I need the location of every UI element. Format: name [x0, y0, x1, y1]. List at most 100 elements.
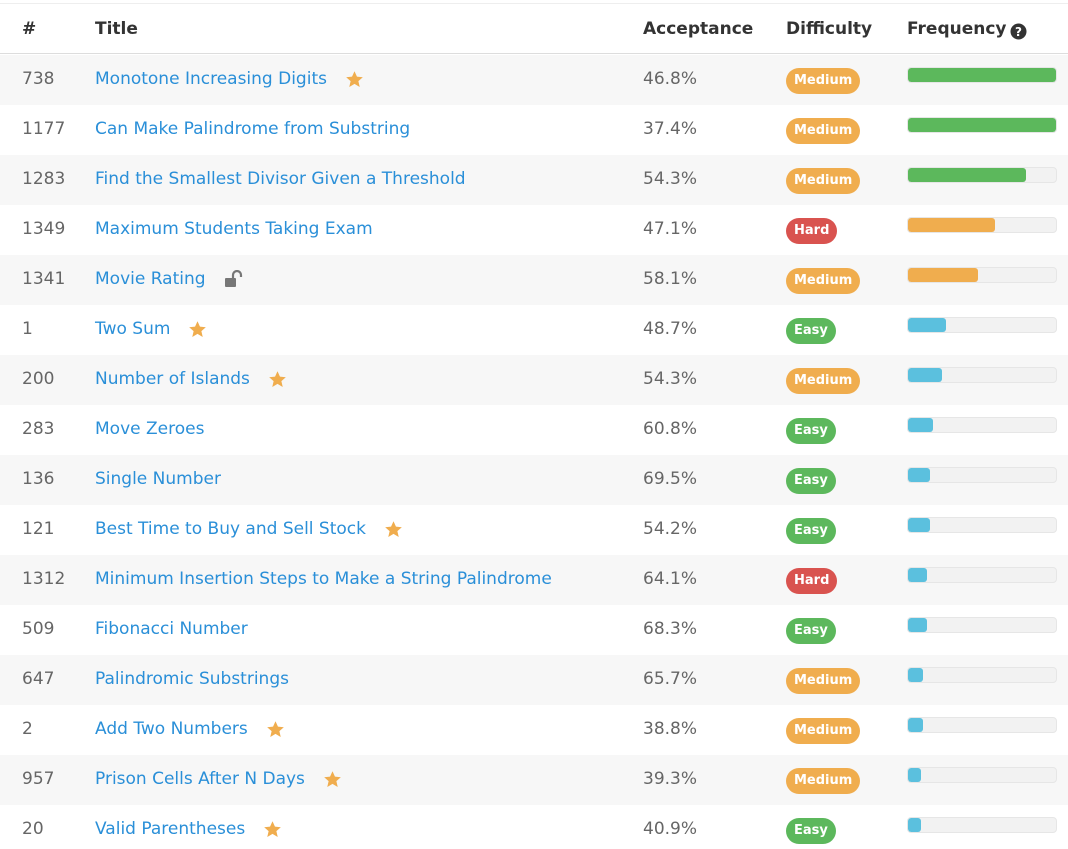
- problem-number: 2: [22, 719, 33, 739]
- frequency-track: [907, 167, 1057, 183]
- frequency-bar: [908, 168, 1027, 182]
- frequency-bar: [908, 68, 1056, 82]
- frequency-bar: [908, 418, 934, 432]
- difficulty-badge: Hard: [786, 568, 838, 594]
- header-difficulty[interactable]: Difficulty: [786, 19, 873, 39]
- difficulty-badge: Medium: [786, 68, 861, 94]
- frequency-bar: [908, 718, 923, 732]
- frequency-bar: [908, 368, 943, 382]
- frequency-track: [907, 667, 1057, 683]
- frequency-bar: [908, 668, 923, 682]
- difficulty-badge: Medium: [786, 368, 861, 394]
- problem-title[interactable]: Move Zeroes: [95, 419, 205, 439]
- frequency-bar: [908, 318, 947, 332]
- problem-title[interactable]: Movie Rating: [95, 269, 206, 289]
- problem-title[interactable]: Two Sum: [95, 319, 171, 339]
- problem-title[interactable]: Monotone Increasing Digits: [95, 69, 327, 89]
- problem-row: 200 Number of Islands 54.3% Medium: [0, 355, 1068, 405]
- frequency-track: [907, 567, 1057, 583]
- problem-row: 283 Move Zeroes 60.8% Easy: [0, 405, 1068, 455]
- difficulty-badge: Medium: [786, 168, 861, 194]
- problem-number: 1283: [22, 169, 66, 189]
- acceptance: 68.3%: [643, 619, 698, 639]
- problem-title[interactable]: Palindromic Substrings: [95, 669, 289, 689]
- problem-number: 738: [22, 69, 55, 89]
- header-acceptance[interactable]: Acceptance: [643, 19, 754, 39]
- frequency-track: [907, 817, 1057, 833]
- acceptance: 37.4%: [643, 119, 698, 139]
- lock-icon: [224, 269, 244, 292]
- header-title[interactable]: Title: [95, 19, 138, 39]
- problem-title[interactable]: Single Number: [95, 469, 221, 489]
- acceptance: 48.7%: [643, 319, 698, 339]
- acceptance: 64.1%: [643, 569, 698, 589]
- problem-number: 1312: [22, 569, 66, 589]
- frequency-track: [907, 417, 1057, 433]
- difficulty-badge: Easy: [786, 468, 836, 494]
- acceptance: 54.2%: [643, 519, 698, 539]
- difficulty-badge: Easy: [786, 818, 836, 844]
- star-icon[interactable]: [384, 520, 403, 543]
- acceptance: 47.1%: [643, 219, 698, 239]
- frequency-bar: [908, 268, 978, 282]
- frequency-bar: [908, 568, 928, 582]
- problem-row: 20 Valid Parentheses 40.9% Easy: [0, 805, 1068, 849]
- frequency-track: [907, 117, 1057, 133]
- acceptance: 38.8%: [643, 719, 698, 739]
- frequency-track: [907, 67, 1057, 83]
- acceptance: 39.3%: [643, 769, 698, 789]
- frequency-bar: [908, 768, 922, 782]
- problem-number: 136: [22, 469, 55, 489]
- frequency-bar: [908, 818, 922, 832]
- acceptance: 65.7%: [643, 669, 698, 689]
- acceptance: 46.8%: [643, 69, 698, 89]
- problem-row: 1349 Maximum Students Taking Exam 47.1% Har…: [0, 205, 1068, 255]
- star-icon[interactable]: [268, 370, 287, 393]
- difficulty-badge: Medium: [786, 268, 861, 294]
- star-icon[interactable]: [266, 720, 285, 743]
- acceptance: 69.5%: [643, 469, 698, 489]
- difficulty-badge: Hard: [786, 218, 838, 244]
- star-icon[interactable]: [188, 320, 207, 343]
- frequency-track: [907, 367, 1057, 383]
- frequency-bar: [908, 518, 931, 532]
- star-icon[interactable]: [263, 820, 282, 843]
- difficulty-badge: Medium: [786, 118, 861, 144]
- table-header: # Title Acceptance Difficulty Frequency …: [0, 3, 1068, 54]
- problem-row: 1177 Can Make Palindrome from Substring 37…: [0, 105, 1068, 155]
- problem-row: 2 Add Two Numbers 38.8% Medium: [0, 705, 1068, 755]
- problem-row: 121 Best Time to Buy and Sell Stock 54.2% E…: [0, 505, 1068, 555]
- star-icon[interactable]: [323, 770, 342, 793]
- problem-title[interactable]: Add Two Numbers: [95, 719, 248, 739]
- problem-number: 957: [22, 769, 55, 789]
- problem-row: 1312 Minimum Insertion Steps to Make a St…: [0, 555, 1068, 605]
- problem-title[interactable]: Best Time to Buy and Sell Stock: [95, 519, 366, 539]
- problem-title[interactable]: Prison Cells After N Days: [95, 769, 305, 789]
- problem-row: 136 Single Number 69.5% Easy: [0, 455, 1068, 505]
- problem-number: 200: [22, 369, 55, 389]
- problem-title[interactable]: Minimum Insertion Steps to Make a String…: [95, 569, 552, 589]
- frequency-bar: [908, 218, 996, 232]
- problem-row: 1283 Find the Smallest Divisor Given a Th…: [0, 155, 1068, 205]
- problem-title[interactable]: Valid Parentheses: [95, 819, 246, 839]
- header-frequency[interactable]: Frequency: [907, 19, 1007, 39]
- problem-number: 1349: [22, 219, 66, 239]
- difficulty-badge: Easy: [786, 318, 836, 344]
- frequency-track: [907, 767, 1057, 783]
- help-icon[interactable]: ?: [1010, 23, 1027, 40]
- problem-title[interactable]: Number of Islands: [95, 369, 250, 389]
- problem-title[interactable]: Maximum Students Taking Exam: [95, 219, 373, 239]
- star-icon[interactable]: [345, 70, 364, 93]
- problem-title[interactable]: Can Make Palindrome from Substring: [95, 119, 411, 139]
- problem-title[interactable]: Fibonacci Number: [95, 619, 248, 639]
- problem-number: 647: [22, 669, 55, 689]
- acceptance: 54.3%: [643, 369, 698, 389]
- problem-row: 957 Prison Cells After N Days 39.3% Medium: [0, 755, 1068, 805]
- svg-text:?: ?: [1015, 25, 1022, 39]
- problem-title[interactable]: Find the Smallest Divisor Given a Thresh…: [95, 169, 466, 189]
- problem-row: 738 Monotone Increasing Digits 46.8% Medium: [0, 55, 1068, 105]
- problem-row: 509 Fibonacci Number 68.3% Easy: [0, 605, 1068, 655]
- difficulty-badge: Easy: [786, 518, 836, 544]
- acceptance: 58.1%: [643, 269, 698, 289]
